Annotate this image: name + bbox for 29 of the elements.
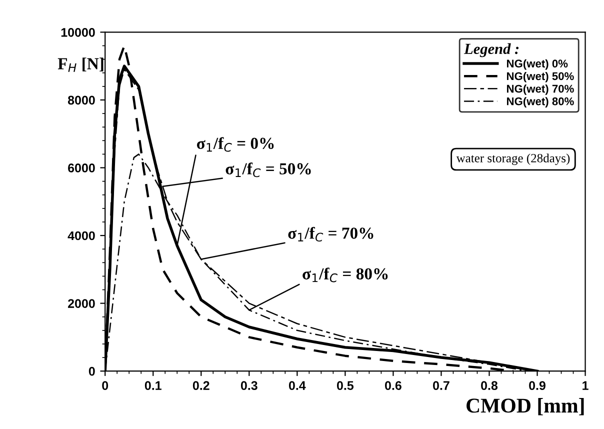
y-tick-label: 10000 xyxy=(61,28,95,37)
legend-label: NG(wet) 80% xyxy=(506,97,574,108)
x-axis-title: CMOD [mm] xyxy=(466,398,584,416)
x-tick-label: 0 xyxy=(102,381,108,390)
y-tick-label: 8000 xyxy=(68,96,95,105)
legend-label: NG(wet) 50% xyxy=(506,72,574,82)
x-tick-label: 0.2 xyxy=(192,381,210,390)
x-tick-label: 0.3 xyxy=(240,381,258,390)
x-tick-label: 0.6 xyxy=(385,381,402,390)
y-tick-label: 6000 xyxy=(68,164,95,172)
x-tick-label: 0.7 xyxy=(433,381,450,390)
legend-label: NG(wet) 70% xyxy=(506,84,574,95)
legend-label: NG(wet) 0% xyxy=(506,59,568,70)
x-tick-label: 1 xyxy=(582,381,588,390)
x-tick-label: 0.5 xyxy=(336,381,354,390)
x-tick-label: 0.4 xyxy=(288,381,306,390)
annotation: σ$_{1}$/f$_{C}$ = 0% xyxy=(196,137,274,152)
annotation: σ$_{1}$/f$_{C}$ = 50% xyxy=(226,162,311,178)
y-axis-title: F$_{H}$ [N] xyxy=(58,58,104,72)
x-tick-label: 0.1 xyxy=(144,381,162,390)
annotation: σ$_{1}$/f$_{C}$ = 80% xyxy=(302,268,388,282)
x-tick-label: 0.8 xyxy=(481,381,498,390)
legend-title: Legend : xyxy=(464,43,519,58)
annotation: water storage (28days) xyxy=(456,154,570,165)
y-tick-label: 2000 xyxy=(68,299,95,308)
y-tick-label: 0 xyxy=(88,366,95,376)
annotation: σ$_{1}$/f$_{C}$ = 70% xyxy=(288,226,374,242)
x-tick-label: 0.9 xyxy=(529,381,546,390)
y-tick-label: 4000 xyxy=(68,231,95,240)
